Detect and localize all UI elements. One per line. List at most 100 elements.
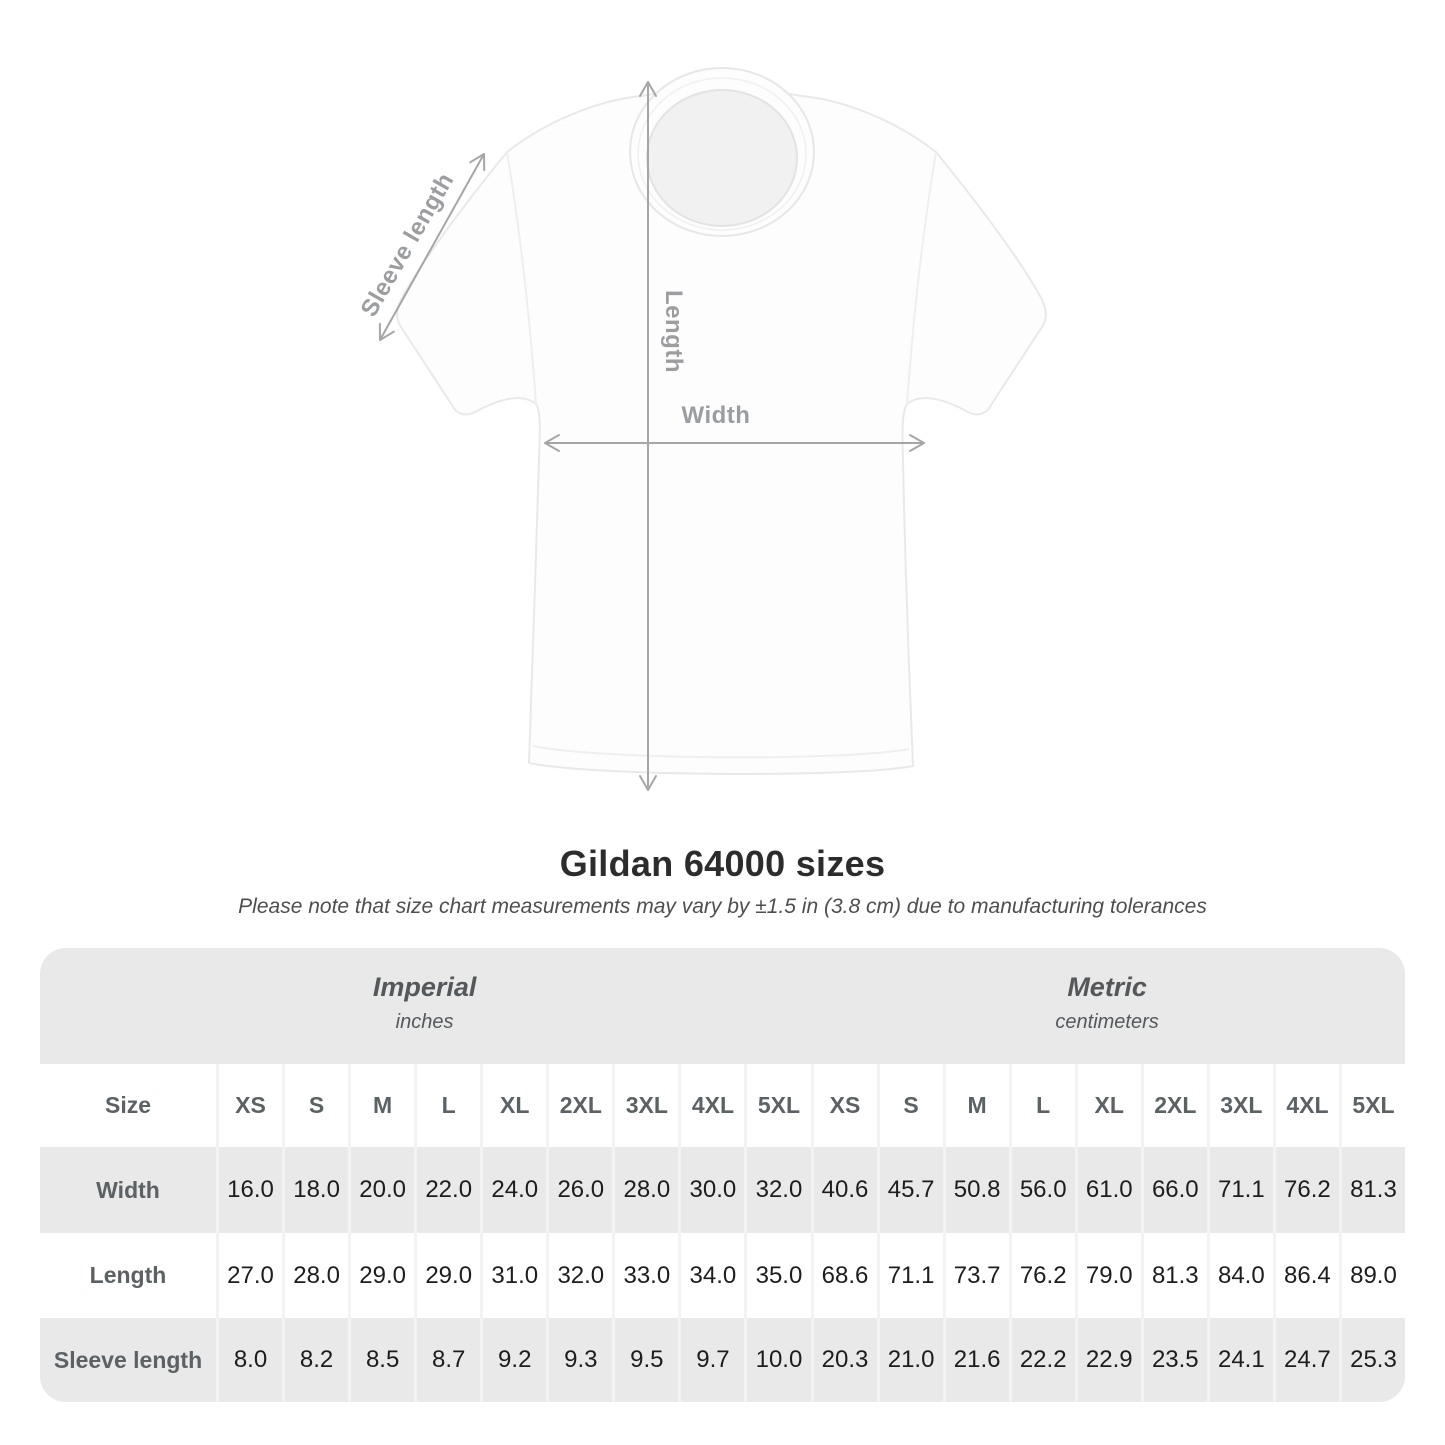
metric-unit: centimeters (1055, 1011, 1159, 1033)
size-col-header: XL (1077, 1064, 1141, 1147)
table-cell: 81.3 (1143, 1233, 1207, 1318)
width-label: Width (681, 402, 751, 429)
table-cell: 20.0 (351, 1147, 415, 1233)
table-cell: 22.0 (417, 1147, 481, 1233)
table-cell: 71.1 (879, 1233, 943, 1318)
table-cell: 25.3 (1341, 1318, 1405, 1402)
table-cell: 24.1 (1209, 1318, 1273, 1402)
table-cell: 86.4 (1275, 1233, 1339, 1318)
table-cell: 21.0 (879, 1318, 943, 1402)
table-cell: 29.0 (351, 1233, 415, 1318)
table-cell: 76.2 (1275, 1147, 1339, 1233)
table-cell: 40.6 (813, 1147, 877, 1233)
right-sleeve-seam (906, 151, 937, 405)
table-cell: 9.3 (549, 1318, 613, 1402)
table-cell: 8.2 (285, 1318, 349, 1402)
table-cell: 34.0 (681, 1233, 745, 1318)
row-label-length: Length (40, 1233, 216, 1318)
size-col-header: 4XL (1275, 1064, 1339, 1147)
size-col-header: 5XL (747, 1064, 811, 1147)
size-col-header: S (879, 1064, 943, 1147)
unit-header-band: Imperial inches Metric centimeters (40, 948, 1405, 1064)
size-table: Imperial inches Metric centimeters Size … (40, 948, 1405, 1402)
tshirt-body (396, 89, 1047, 775)
table-cell: 84.0 (1209, 1233, 1273, 1318)
size-col-header: 3XL (1209, 1064, 1273, 1147)
collar-stitch (637, 77, 807, 231)
table-cell: 29.0 (417, 1233, 481, 1318)
table-cell: 32.0 (549, 1233, 613, 1318)
table-cell: 8.7 (417, 1318, 481, 1402)
size-col-header: 2XL (1143, 1064, 1207, 1147)
table-cell: 16.0 (219, 1147, 283, 1233)
size-col-header: M (351, 1064, 415, 1147)
imperial-label: Imperial (372, 972, 477, 1002)
table-cell: 8.5 (351, 1318, 415, 1402)
metric-unit-group: Metric centimeters (809, 948, 1405, 1064)
size-col-header: XL (483, 1064, 547, 1147)
size-col-header: M (945, 1064, 1009, 1147)
sleeve-length-arrow (378, 153, 486, 341)
table-cell: 24.7 (1275, 1318, 1339, 1402)
table-cell: 24.0 (483, 1147, 547, 1233)
size-col-header: 5XL (1341, 1064, 1405, 1147)
table-cell: 73.7 (945, 1233, 1009, 1318)
row-label-sleeve-length: Sleeve length (40, 1318, 216, 1402)
imperial-unit: inches (395, 1011, 454, 1033)
table-cell: 9.5 (615, 1318, 679, 1402)
size-col-header: 2XL (549, 1064, 613, 1147)
table-cell: 20.3 (813, 1318, 877, 1402)
table-cell: 21.6 (945, 1318, 1009, 1402)
table-cell: 33.0 (615, 1233, 679, 1318)
table-cell: 31.0 (483, 1233, 547, 1318)
table-cell: 35.0 (747, 1233, 811, 1318)
table-cell: 71.1 (1209, 1147, 1273, 1233)
table-cell: 9.2 (483, 1318, 547, 1402)
length-arrow (639, 81, 657, 791)
page-title: Gildan 64000 sizes (559, 843, 886, 884)
table-cell: 28.0 (615, 1147, 679, 1233)
size-grid: Size XS S M L XL 2XL 3XL 4XL 5XL XS S M … (40, 1064, 1405, 1402)
table-cell: 61.0 (1077, 1147, 1141, 1233)
table-cell: 22.9 (1077, 1318, 1141, 1402)
table-cell: 32.0 (747, 1147, 811, 1233)
imperial-unit-group: Imperial inches (40, 948, 809, 1064)
size-col-header: L (1011, 1064, 1075, 1147)
size-col-header: 3XL (615, 1064, 679, 1147)
table-cell: 9.7 (681, 1318, 745, 1402)
tshirt-image (378, 67, 1047, 791)
table-cell: 56.0 (1011, 1147, 1075, 1233)
size-col-header: 4XL (681, 1064, 745, 1147)
left-sleeve-seam (506, 151, 537, 405)
tshirt-measurement-diagram: Sleeve length Length Width (356, 67, 1047, 791)
table-cell: 79.0 (1077, 1233, 1141, 1318)
tolerance-note: Please note that size chart measurements… (238, 895, 1207, 918)
length-label: Length (660, 290, 687, 373)
metric-label: Metric (1067, 972, 1147, 1002)
table-cell: 27.0 (219, 1233, 283, 1318)
size-col-header: XS (219, 1064, 283, 1147)
table-cell: 26.0 (549, 1147, 613, 1233)
table-cell: 8.0 (219, 1318, 283, 1402)
size-header: Size (40, 1064, 216, 1147)
table-cell: 45.7 (879, 1147, 943, 1233)
table-cell: 30.0 (681, 1147, 745, 1233)
size-col-header: XS (813, 1064, 877, 1147)
table-cell: 81.3 (1341, 1147, 1405, 1233)
table-cell: 18.0 (285, 1147, 349, 1233)
table-cell: 89.0 (1341, 1233, 1405, 1318)
width-arrow (544, 434, 925, 452)
collar-opening (646, 89, 798, 227)
table-cell: 76.2 (1011, 1233, 1075, 1318)
table-cell: 22.2 (1011, 1318, 1075, 1402)
table-cell: 10.0 (747, 1318, 811, 1402)
table-cell: 23.5 (1143, 1318, 1207, 1402)
table-cell: 68.6 (813, 1233, 877, 1318)
hem-stitch (532, 745, 910, 759)
row-label-width: Width (40, 1147, 216, 1233)
table-cell: 50.8 (945, 1147, 1009, 1233)
size-col-header: S (285, 1064, 349, 1147)
table-cell: 28.0 (285, 1233, 349, 1318)
table-cell: 66.0 (1143, 1147, 1207, 1233)
